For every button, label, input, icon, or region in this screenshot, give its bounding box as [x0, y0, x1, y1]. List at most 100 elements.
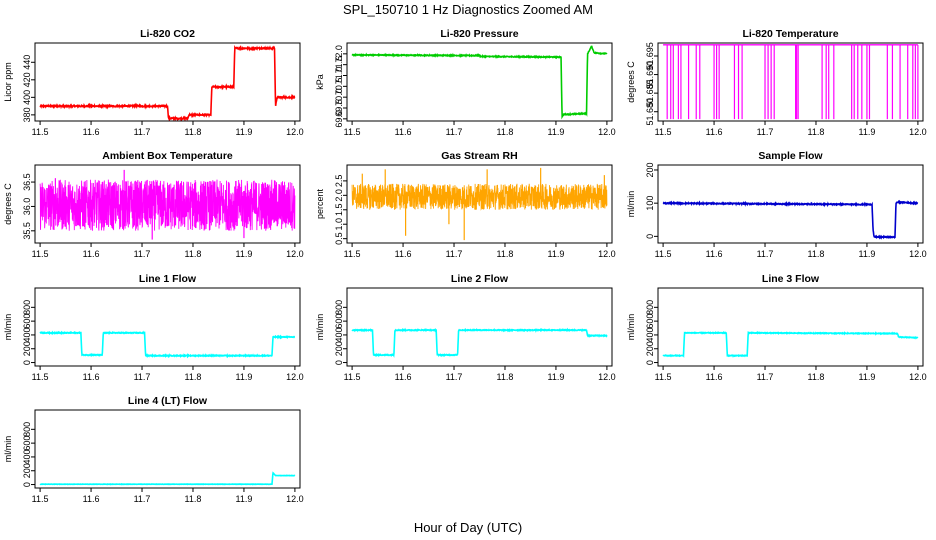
y-tick-label: 0: [645, 234, 655, 239]
x-tick-label: 11.8: [185, 494, 202, 504]
y-tick-label: 70.5: [334, 78, 344, 96]
y-tick-label: 800: [22, 422, 32, 437]
series-line: [39, 44, 296, 121]
data-layer: [351, 45, 608, 120]
figure-xlabel: Hour of Day (UTC): [414, 520, 522, 535]
x-tick-label: 11.6: [706, 372, 723, 382]
y-tick-label: 70.0: [334, 88, 344, 106]
y-axis-label: ml/min: [626, 314, 636, 341]
plot-frame: [34, 287, 301, 367]
x-tick-label: 11.6: [83, 372, 100, 382]
y-tick-label: 2.0: [334, 189, 344, 202]
x-tick-label: 11.8: [185, 372, 202, 382]
x-tick-label: 11.9: [859, 249, 876, 259]
series-line: [39, 330, 296, 359]
x-tick-label: 11.6: [83, 494, 100, 504]
x-tick-label: 11.6: [706, 249, 723, 259]
y-tick-label: 72.0: [334, 45, 344, 63]
panel-title: Line 2 Flow: [451, 273, 509, 285]
x-tick-label: 11.8: [185, 249, 202, 259]
y-tick-label: 35.5: [22, 222, 32, 240]
y-tick-label: 51.690: [645, 61, 655, 89]
y-tick-label: 51.695: [645, 42, 655, 70]
panel-title: Li-820 Pressure: [440, 28, 518, 40]
x-tick-label: 12.0: [598, 372, 616, 382]
y-tick-label: 600: [22, 314, 32, 329]
y-tick-label: 71.5: [334, 56, 344, 74]
panel-title: Line 4 (LT) Flow: [128, 395, 208, 407]
series-line: [662, 199, 919, 240]
plot-frame: [346, 42, 613, 122]
panel-title: Sample Flow: [758, 150, 823, 162]
x-tick-label: 11.9: [236, 372, 253, 382]
x-tick-label: 11.7: [446, 249, 463, 259]
data-layer: [662, 330, 919, 358]
y-tick-label: 200: [645, 162, 655, 177]
y-tick-label: 420: [22, 72, 32, 87]
x-tick-label: 11.9: [548, 372, 565, 382]
x-tick-label: 11.8: [808, 249, 825, 259]
x-tick-label: 11.8: [497, 372, 514, 382]
y-tick-label: 400: [334, 327, 344, 342]
x-tick-label: 11.9: [859, 127, 876, 137]
x-tick-label: 11.5: [344, 372, 361, 382]
x-tick-label: 12.0: [286, 372, 304, 382]
data-layer: [39, 169, 296, 240]
x-tick-label: 11.5: [344, 249, 361, 259]
x-tick-label: 12.0: [286, 249, 304, 259]
x-tick-label: 11.6: [706, 127, 723, 137]
x-tick-label: 11.5: [655, 127, 672, 137]
x-tick-label: 12.0: [286, 494, 304, 504]
data-layer: [39, 44, 296, 121]
panel-0: Li-820 CO2 Licor ppm 11.5 11.6 11.7 11.8 11.9 1…: [3, 28, 304, 137]
y-tick-label: 0: [22, 482, 32, 487]
x-tick-label: 11.8: [497, 249, 514, 259]
panel-title: Li-820 CO2: [140, 28, 195, 40]
x-tick-label: 11.6: [395, 372, 412, 382]
x-tick-label: 11.8: [808, 127, 825, 137]
y-tick-label: 200: [22, 463, 32, 478]
y-axis-label: Licor ppm: [3, 62, 13, 102]
y-axis-label: ml/min: [315, 314, 325, 341]
x-tick-label: 11.7: [134, 249, 151, 259]
x-tick-label: 11.5: [344, 127, 361, 137]
y-tick-label: 51.680: [645, 98, 655, 126]
series-line: [351, 45, 608, 120]
y-tick-label: 200: [645, 341, 655, 356]
x-tick-label: 11.8: [808, 372, 825, 382]
x-tick-label: 11.5: [32, 372, 49, 382]
y-tick-label: 200: [334, 341, 344, 356]
x-tick-label: 11.6: [83, 249, 100, 259]
x-tick-label: 11.9: [236, 494, 253, 504]
y-tick-label: 400: [22, 449, 32, 464]
y-tick-label: 71.0: [334, 67, 344, 85]
x-tick-label: 11.7: [757, 249, 774, 259]
panel-3: Ambient Box Temperature degrees C 11.5 11.6…: [3, 150, 304, 259]
y-tick-label: 69.0: [334, 110, 344, 128]
y-tick-label: 0: [645, 360, 655, 365]
x-tick-label: 11.7: [134, 372, 151, 382]
y-tick-label: 0: [22, 360, 32, 365]
x-tick-label: 11.8: [185, 127, 202, 137]
y-tick-label: 600: [645, 314, 655, 329]
y-tick-label: 200: [22, 341, 32, 356]
y-axis-label: percent: [315, 188, 325, 219]
x-tick-label: 11.5: [655, 372, 672, 382]
x-tick-label: 11.5: [655, 249, 672, 259]
data-layer: [39, 471, 296, 486]
data-layer: [351, 167, 608, 241]
y-axis-label: kPa: [315, 74, 325, 90]
panel-7: Line 2 Flow ml/min 11.5 11.6 11.7 11.8 11.9 12.…: [315, 273, 616, 382]
x-tick-label: 11.7: [757, 127, 774, 137]
y-axis-label: ml/min: [3, 436, 13, 463]
y-axis-label: ml/min: [626, 191, 636, 218]
x-tick-label: 12.0: [286, 127, 304, 137]
data-layer: [39, 330, 296, 359]
series-line: [39, 471, 296, 486]
x-tick-label: 11.6: [83, 127, 100, 137]
y-tick-label: 36.0: [22, 198, 32, 216]
y-axis-label: degrees C: [626, 61, 636, 103]
y-axis-label: degrees C: [3, 183, 13, 225]
x-tick-label: 11.5: [32, 249, 49, 259]
